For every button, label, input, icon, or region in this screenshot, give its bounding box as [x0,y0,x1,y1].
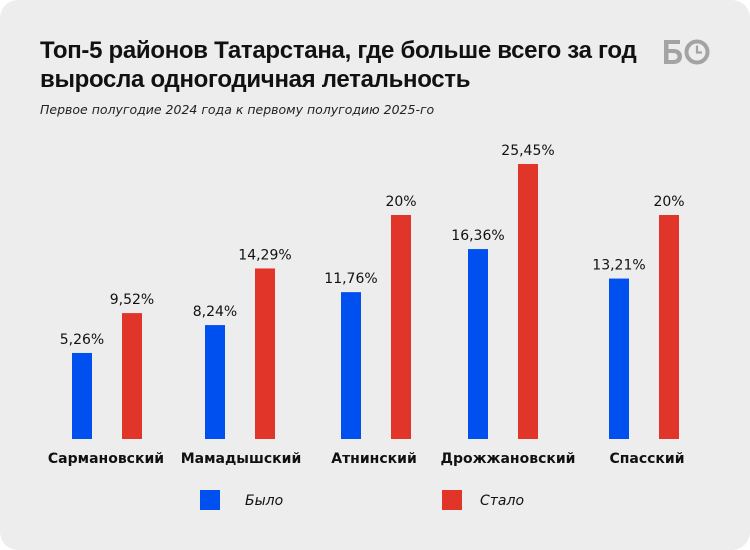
bar-value-label: 8,24% [193,304,237,320]
legend-label-before: Было [245,493,283,509]
chart-title-line-1: Топ-5 районов Татарстана, где больше все… [40,37,637,64]
bar-value-label: 11,76% [324,271,377,287]
legend-swatch-after [442,490,462,510]
bar-after [255,268,275,439]
chart-title: Топ-5 районов Татарстана, где больше все… [40,36,640,94]
category-label: Дрожжановский [441,451,576,467]
category-label: Спасский [609,451,684,467]
bar-value-label: 14,29% [238,247,291,263]
legend-swatch-before [200,490,220,510]
chart-subtitle: Первое полугодие 2024 года к первому пол… [40,102,435,117]
bar-before [341,292,361,439]
clock-hands-icon [695,45,702,54]
bar-value-label: 20% [385,194,416,210]
bar-before [72,352,92,439]
bar-value-label: 16,36% [451,228,504,244]
clock-o-logo-icon [684,39,710,65]
bo-logo [664,39,710,65]
bar-after [391,215,411,439]
chart-title-line-2: выросла одногодичная летальность [40,66,471,93]
bar-value-label: 5,26% [60,332,104,348]
bar-value-label: 13,21% [592,258,645,274]
bar-value-label: 25,45% [501,143,554,159]
logo-letter-b [664,40,682,64]
bar-before [468,249,488,439]
bar-after [518,163,538,439]
bar-value-label: 20% [653,194,684,210]
category-label: Атнинский [331,451,417,467]
category-label: Мамадышский [181,451,302,467]
legend: Было Стало [200,490,524,510]
bar-before [205,325,225,439]
bar-after [122,313,142,439]
category-label: Сармановский [48,451,164,467]
bar-value-label: 9,52% [110,292,154,308]
legend-label-after: Стало [480,493,524,509]
bar-after [659,215,679,439]
bar-before [609,278,629,439]
